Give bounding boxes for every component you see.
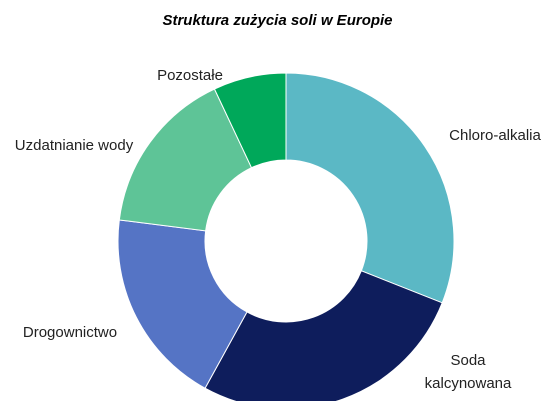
- chart-title: Struktura zużycia soli w Europie: [162, 12, 393, 29]
- donut-slice: [118, 88, 253, 232]
- donut-slice: [204, 270, 443, 401]
- category-label: Soda kalcynowana: [424, 352, 512, 392]
- category-label: Drogownictwo: [22, 324, 118, 341]
- category-label: Uzdatnianie wody: [14, 137, 134, 154]
- category-label: Chloro-alkalia: [449, 127, 541, 144]
- donut-slice: [213, 72, 287, 169]
- category-label: Pozostałe: [157, 67, 223, 84]
- donut-slice: [117, 219, 248, 389]
- donut-slice: [285, 72, 455, 304]
